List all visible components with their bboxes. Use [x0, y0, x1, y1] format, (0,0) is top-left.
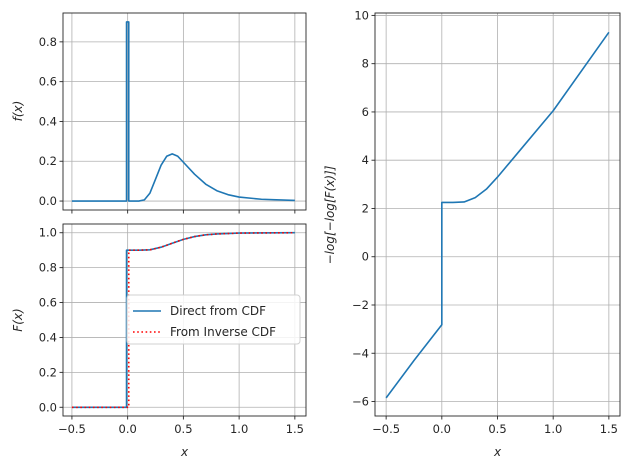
- legend-label-direct: Direct from CDF: [170, 304, 266, 318]
- axes-frame-bottom-left: [62, 223, 307, 417]
- y-tick-label: 1.0: [39, 226, 57, 240]
- y-tick-label: 0.4: [39, 330, 57, 344]
- y-tick-label: 0: [362, 250, 369, 264]
- x-tick-label: 0.5: [174, 422, 192, 436]
- y-tick-label: 2: [362, 201, 369, 215]
- y-tick-label: 0.6: [39, 75, 57, 89]
- y-tick-label: 0.8: [39, 261, 57, 275]
- y-tick-label: 0.2: [39, 154, 57, 168]
- ylabel-bottom-left: F(x): [11, 308, 25, 331]
- series-right: [385, 31, 610, 399]
- x-tick-label: 0.0: [433, 422, 451, 436]
- y-tick-label: −4: [352, 346, 369, 360]
- y-tick-label: 0.2: [39, 365, 57, 379]
- y-tick-label: 0.6: [39, 296, 57, 310]
- x-tick-label: 1.5: [286, 422, 304, 436]
- x-tick-label: 1.5: [600, 422, 618, 436]
- x-tick-label: −0.5: [58, 422, 86, 436]
- y-tick-label: 0.0: [39, 400, 57, 414]
- y-tick-label: 0.0: [39, 194, 57, 208]
- axes-frame-top-left: [62, 12, 307, 211]
- x-tick-label: 0.0: [119, 422, 137, 436]
- ticks-top-left: 0.0 0.2 0.4 0.6 0.8: [39, 35, 296, 214]
- x-tick-label: 0.5: [488, 422, 506, 436]
- y-tick-label: 0.8: [39, 35, 57, 49]
- xlabel-right: x: [493, 445, 502, 459]
- xlabel-bottom-left: x: [180, 445, 189, 459]
- y-tick-label: −2: [352, 298, 369, 312]
- series-top-left: [71, 21, 295, 202]
- y-tick-label: 10: [354, 8, 369, 22]
- grid-top-left: [63, 13, 306, 210]
- legend-box: [126, 294, 301, 345]
- y-tick-label: 0.4: [39, 114, 57, 128]
- ticks-bottom-left: −0.5 0.0 0.5 1.0 1.50.00.20.40.60.81.0: [39, 226, 304, 436]
- panel-bottom-left: −0.5 0.0 0.5 1.0 1.50.00.20.40.60.81.0 F(x) …: [11, 223, 307, 459]
- ylabel-right: −log[−log[F(x)]]: [323, 165, 337, 264]
- y-tick-label: 6: [362, 105, 369, 119]
- legend: Direct from CDF From Inverse CDF: [126, 294, 301, 345]
- series-line-0: [385, 31, 610, 399]
- y-tick-label: 8: [362, 57, 369, 71]
- ticks-right: −0.5 0.0 0.5 1.0 1.5 −6 −4 −2 0 2 4 6 8 10: [352, 8, 618, 436]
- series-bottom-left: [71, 231, 295, 409]
- panel-right: −0.5 0.0 0.5 1.0 1.5 −6 −4 −2 0 2 4 6 8 10 −log[−log[…: [323, 8, 621, 459]
- series-line-0: [71, 231, 295, 409]
- panel-top-left: 0.0 0.2 0.4 0.6 0.8 f(x): [11, 12, 307, 214]
- ylabel-top-left: f(x): [11, 101, 25, 122]
- y-tick-label: 4: [362, 153, 369, 167]
- legend-label-inverse: From Inverse CDF: [170, 325, 276, 339]
- x-tick-label: −0.5: [372, 422, 400, 436]
- grid-right: [375, 13, 620, 416]
- series-line-0: [71, 21, 295, 202]
- y-tick-label: −6: [352, 395, 369, 409]
- x-tick-label: 1.0: [544, 422, 562, 436]
- x-tick-label: 1.0: [230, 422, 248, 436]
